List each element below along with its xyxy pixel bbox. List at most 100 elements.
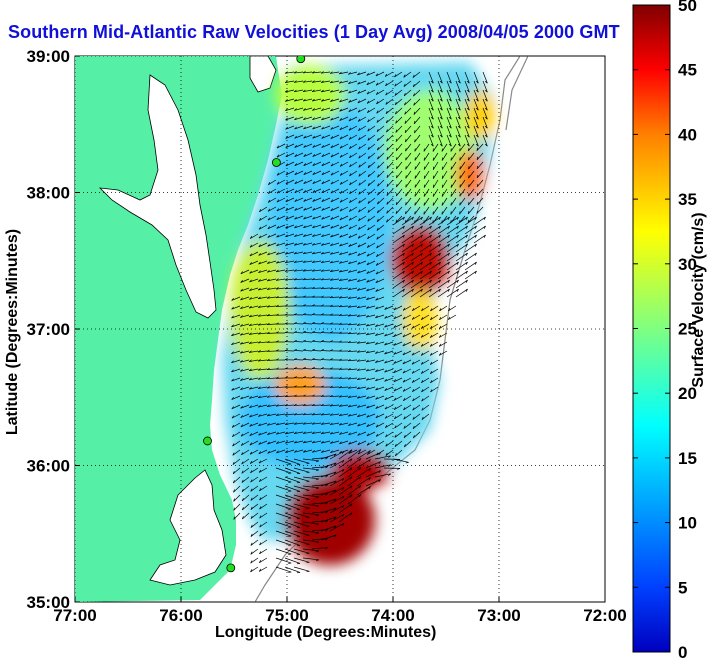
velocity-vector bbox=[385, 431, 394, 438]
velocity-vector-head bbox=[312, 117, 315, 120]
velocity-vector bbox=[285, 107, 295, 112]
velocity-vector bbox=[285, 242, 295, 246]
velocity-vector bbox=[402, 386, 412, 392]
velocity-vector-head bbox=[393, 379, 397, 383]
velocity-vector bbox=[446, 89, 452, 102]
velocity-vector bbox=[303, 206, 313, 211]
velocity-vector bbox=[276, 242, 286, 247]
velocity-vector-head bbox=[231, 406, 235, 410]
velocity-vector-head bbox=[266, 331, 270, 334]
velocity-vector bbox=[386, 143, 394, 151]
velocity-vector bbox=[276, 143, 286, 149]
velocity-vector-head bbox=[405, 157, 407, 161]
velocity-vector bbox=[476, 143, 484, 151]
velocity-vector bbox=[339, 125, 349, 131]
velocity-vector bbox=[249, 287, 259, 291]
velocity-vector-head bbox=[413, 111, 416, 115]
velocity-vector-head bbox=[366, 424, 369, 427]
velocity-vector bbox=[241, 467, 250, 474]
velocity-vector bbox=[375, 314, 385, 319]
velocity-vector-head bbox=[330, 208, 334, 211]
velocity-vector bbox=[446, 107, 452, 120]
velocity-vector bbox=[482, 89, 488, 102]
velocity-vector bbox=[403, 431, 412, 439]
velocity-vector-head bbox=[312, 172, 315, 175]
velocity-vector bbox=[421, 368, 430, 374]
velocity-vector-head bbox=[411, 252, 414, 256]
velocity-vector bbox=[348, 242, 358, 247]
velocity-vector bbox=[367, 125, 376, 132]
velocity-vector bbox=[329, 450, 345, 460]
velocity-vector-head bbox=[356, 386, 360, 390]
velocity-vector-head bbox=[348, 270, 351, 273]
velocity-vector bbox=[410, 234, 423, 244]
velocity-vector bbox=[276, 287, 286, 290]
velocity-vector-head bbox=[302, 357, 306, 360]
velocity-vector bbox=[312, 431, 322, 434]
velocity-vector bbox=[386, 116, 394, 124]
velocity-vector bbox=[320, 404, 331, 407]
velocity-vector-head bbox=[333, 525, 337, 529]
velocity-vector-head bbox=[393, 316, 397, 320]
velocity-vector bbox=[455, 125, 461, 138]
velocity-vector bbox=[285, 260, 295, 264]
velocity-vector-head bbox=[339, 243, 342, 247]
velocity-vector bbox=[375, 341, 385, 345]
velocity-vector-head bbox=[404, 444, 406, 448]
velocity-vector-head bbox=[394, 443, 397, 447]
velocity-vector bbox=[446, 270, 459, 280]
velocity-vector bbox=[392, 288, 405, 298]
velocity-vector bbox=[423, 188, 430, 197]
velocity-vector bbox=[320, 489, 337, 496]
velocity-vector bbox=[231, 341, 241, 346]
velocity-vector bbox=[404, 125, 412, 134]
velocity-vector bbox=[419, 225, 432, 235]
velocity-vector bbox=[365, 479, 381, 487]
velocity-vector-head bbox=[368, 477, 371, 481]
velocity-vector-head bbox=[465, 216, 468, 220]
velocity-vector bbox=[392, 279, 405, 289]
velocity-vector bbox=[411, 350, 421, 356]
velocity-vector-head bbox=[356, 359, 360, 362]
velocity-vector bbox=[376, 125, 385, 132]
velocity-vector bbox=[428, 107, 434, 120]
velocity-vector-head bbox=[285, 225, 288, 229]
velocity-vector-head bbox=[257, 323, 261, 326]
velocity-vector bbox=[285, 206, 295, 211]
velocity-vector-head bbox=[321, 216, 324, 220]
speed-zone-orange bbox=[456, 150, 484, 200]
velocity-vector-head bbox=[438, 279, 441, 283]
velocity-vector bbox=[367, 179, 376, 187]
velocity-vector bbox=[312, 233, 322, 237]
velocity-vector bbox=[267, 233, 277, 238]
velocity-vector bbox=[275, 539, 292, 546]
velocity-vector-head bbox=[358, 191, 361, 195]
velocity-vector-head bbox=[475, 134, 479, 138]
velocity-vector-head bbox=[303, 144, 306, 148]
velocity-vector-head bbox=[311, 357, 315, 360]
velocity-vector bbox=[476, 179, 484, 188]
velocity-vector-head bbox=[448, 98, 452, 102]
velocity-vector-head bbox=[231, 315, 234, 319]
velocity-vector-head bbox=[429, 361, 433, 365]
velocity-vector bbox=[240, 350, 250, 354]
velocity-vector bbox=[330, 188, 340, 194]
velocity-vector bbox=[467, 215, 475, 223]
velocity-vector bbox=[303, 413, 313, 416]
velocity-vector-head bbox=[414, 148, 416, 152]
velocity-vector bbox=[439, 350, 448, 356]
velocity-vector bbox=[330, 215, 340, 220]
velocity-vector bbox=[320, 534, 337, 541]
velocity-vector-head bbox=[402, 243, 405, 247]
velocity-vector bbox=[375, 260, 385, 266]
velocity-vector-head bbox=[311, 80, 315, 83]
velocity-vector bbox=[329, 459, 345, 469]
velocity-vector-head bbox=[321, 145, 324, 148]
velocity-vector bbox=[414, 161, 421, 170]
velocity-vector-head bbox=[368, 468, 371, 472]
velocity-vector bbox=[348, 332, 358, 335]
velocity-vector bbox=[303, 449, 313, 453]
velocity-vector bbox=[321, 152, 331, 158]
velocity-vector bbox=[233, 476, 241, 484]
velocity-vector-head bbox=[315, 559, 320, 562]
